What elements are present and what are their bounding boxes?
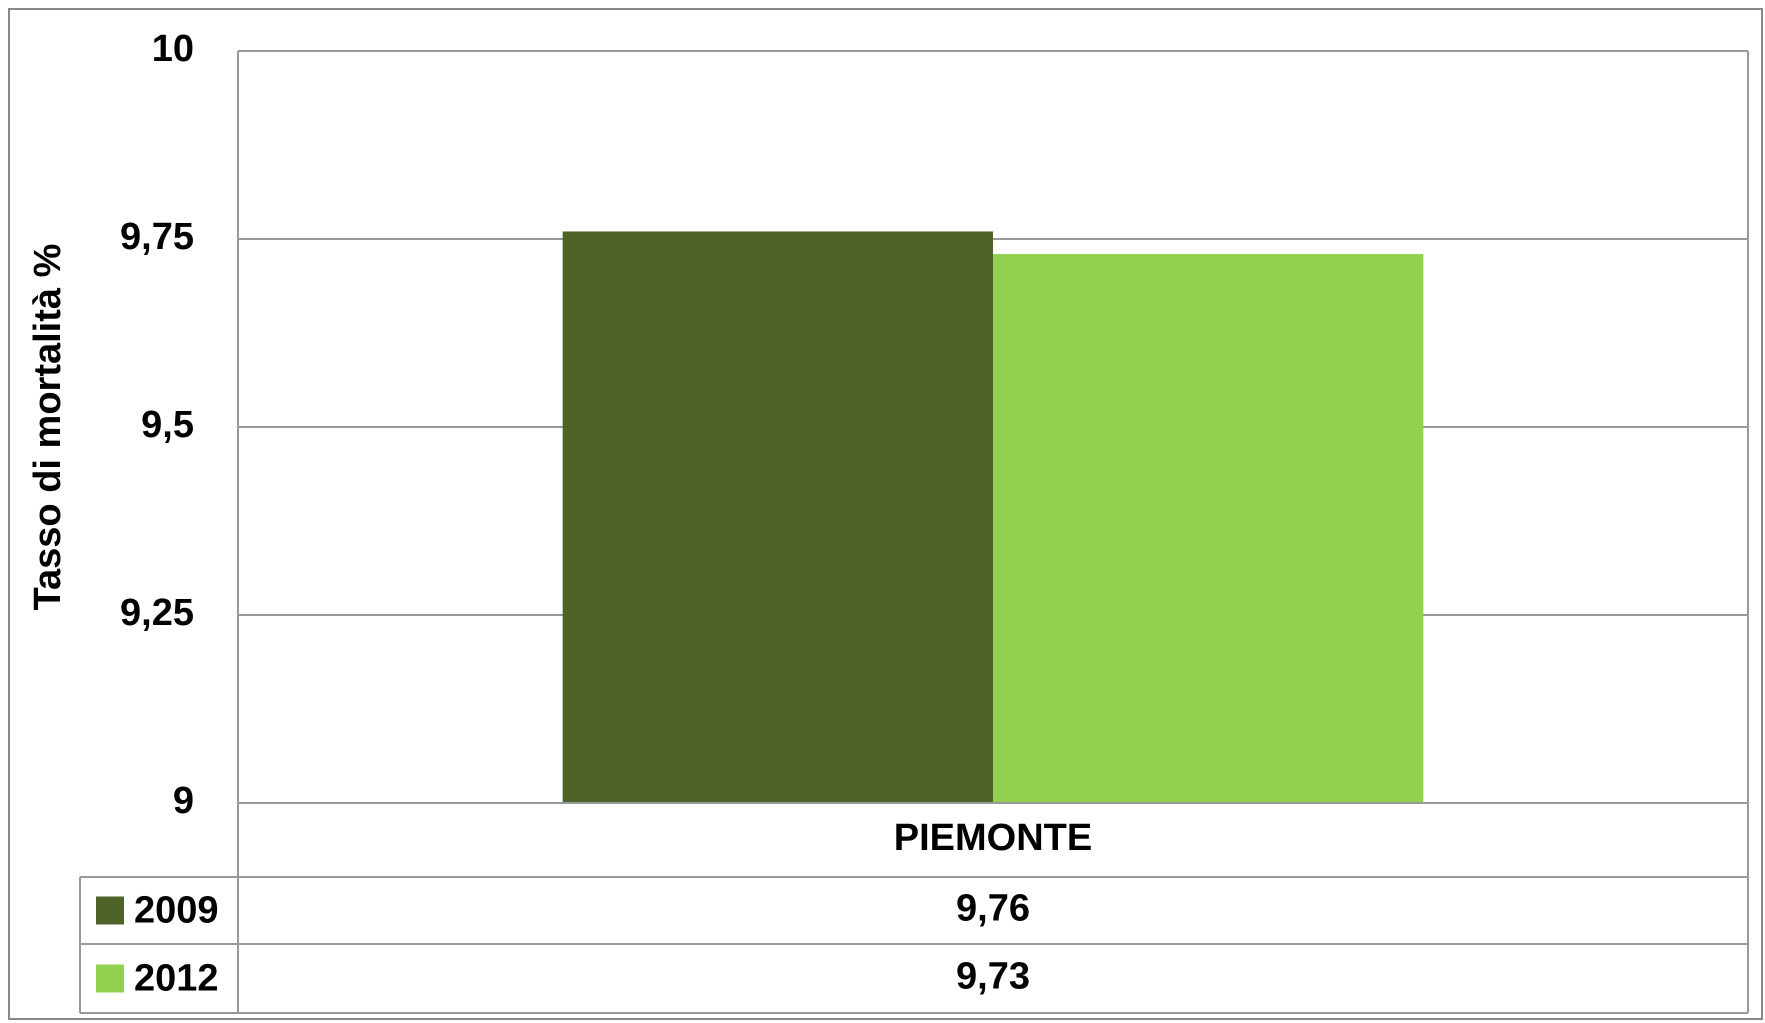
chart-border — [8, 8, 1763, 1020]
y-tick-label: 9,25 — [120, 592, 194, 634]
y-tick-label: 9,5 — [141, 404, 194, 446]
bar — [562, 231, 993, 804]
y-tick-label: 9 — [173, 780, 194, 822]
bar — [993, 254, 1424, 804]
table-value: 9,76 — [956, 888, 1030, 930]
y-tick-label: 10 — [152, 28, 194, 70]
legend-label: 2012 — [134, 958, 219, 1000]
legend-label: 2009 — [134, 890, 219, 932]
y-axis-label: Tasso di mortalità % — [27, 244, 69, 611]
table-value: 9,73 — [956, 956, 1030, 998]
legend-swatch — [96, 964, 124, 993]
x-tick-label: PIEMONTE — [894, 817, 1092, 859]
y-tick-label: 9,75 — [120, 216, 194, 258]
legend-swatch — [96, 896, 124, 925]
